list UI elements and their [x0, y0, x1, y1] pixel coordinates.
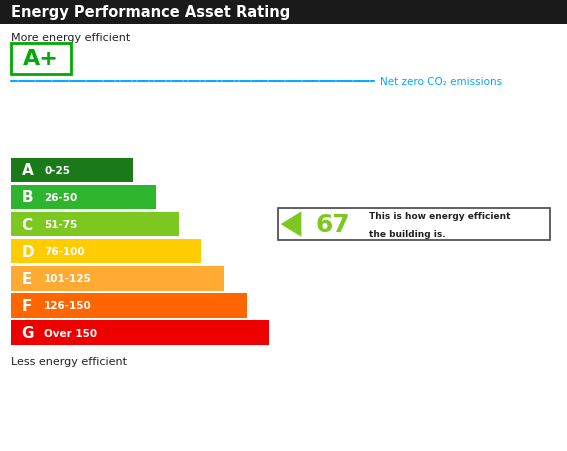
Text: Net zero CO₂ emissions: Net zero CO₂ emissions [380, 77, 502, 87]
Text: 67: 67 [315, 212, 350, 237]
Bar [11, 239, 201, 264]
Text: B: B [22, 190, 33, 205]
Text: 26-50: 26-50 [44, 193, 78, 202]
Text: E: E [22, 271, 32, 286]
FancyBboxPatch shape [11, 44, 71, 74]
Text: 101-125: 101-125 [44, 274, 92, 284]
Bar [11, 321, 269, 345]
Text: Over 150: Over 150 [44, 328, 98, 338]
Bar [0, 0, 567, 25]
Text: G: G [22, 325, 34, 341]
Text: 126-150: 126-150 [44, 301, 92, 311]
Bar [278, 209, 550, 240]
Text: More energy efficient: More energy efficient [11, 33, 130, 43]
Bar [11, 185, 156, 210]
Text: C: C [22, 217, 33, 232]
Text: D: D [22, 244, 34, 259]
Text: A+: A+ [23, 49, 59, 69]
Text: the building is.: the building is. [370, 229, 446, 238]
Bar [11, 158, 133, 183]
Bar [11, 294, 247, 318]
Text: 0-25: 0-25 [44, 166, 70, 175]
Bar [11, 267, 224, 291]
Polygon shape [281, 212, 302, 237]
Text: A: A [22, 163, 33, 178]
Text: 76-100: 76-100 [44, 247, 85, 257]
Text: F: F [22, 298, 32, 313]
Text: 51-75: 51-75 [44, 220, 78, 230]
Text: Energy Performance Asset Rating: Energy Performance Asset Rating [11, 5, 291, 20]
Bar [11, 212, 179, 237]
Text: This is how energy efficient: This is how energy efficient [370, 211, 511, 220]
Text: Less energy efficient: Less energy efficient [11, 356, 128, 366]
